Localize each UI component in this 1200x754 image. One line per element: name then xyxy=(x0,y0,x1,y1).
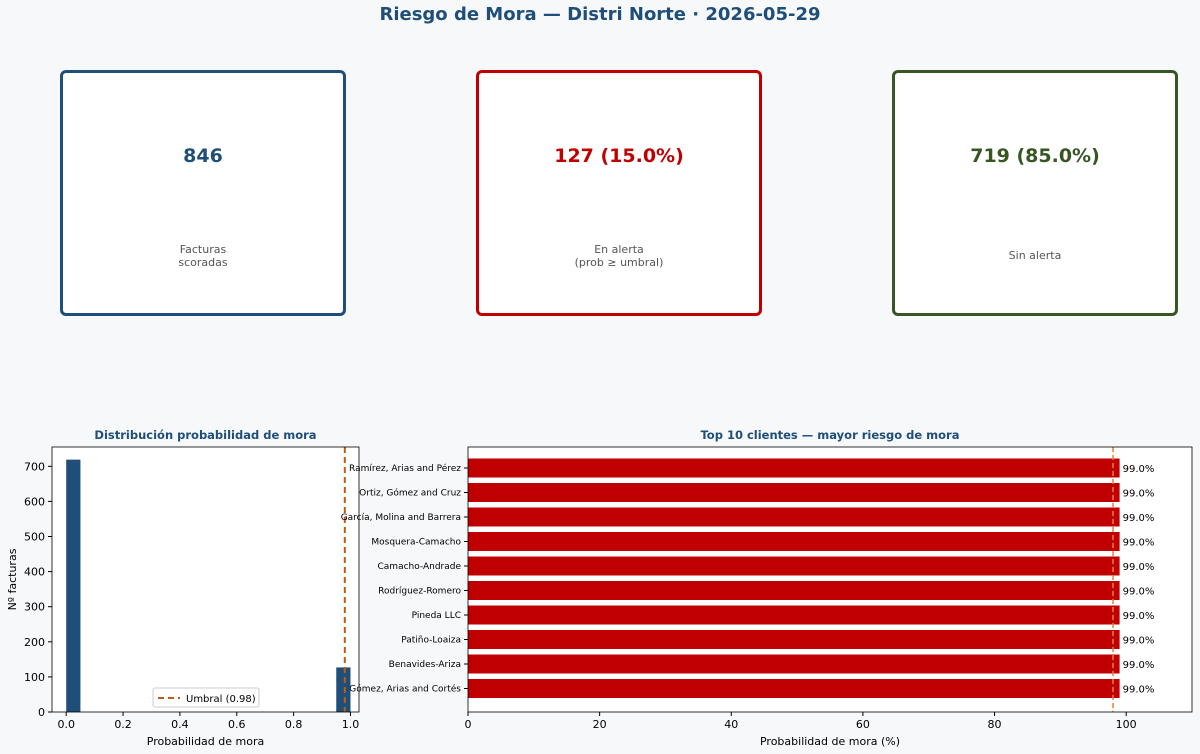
kpi-label: Sin alerta xyxy=(895,249,1175,262)
top10-bar xyxy=(468,507,1120,527)
top10-bar xyxy=(468,483,1120,502)
hist-plot-area xyxy=(52,447,359,712)
top10-bar xyxy=(468,556,1120,576)
top10-frame xyxy=(467,446,1193,713)
top10-value-label: 99.0% xyxy=(1123,611,1155,622)
kpi-value: 719 (85.0%) xyxy=(970,145,1100,167)
top10-bar xyxy=(468,630,1120,649)
top10-value-label: 99.0% xyxy=(1123,587,1155,598)
top10-value-label: 99.0% xyxy=(1123,464,1155,475)
top10-xtick-label: 40 xyxy=(724,718,738,731)
top10-bar xyxy=(468,679,1120,698)
legend-label: Umbral (0.98) xyxy=(186,694,256,705)
kpi-value: 846 xyxy=(183,145,223,167)
top10-value-label: 99.0% xyxy=(1123,562,1155,573)
top10-category-label: Ortiz, Gómez and Cruz xyxy=(359,488,461,499)
kpi-label-line: En alerta xyxy=(594,243,644,256)
top10-bar xyxy=(468,605,1120,625)
hist-xtick-label: 1.0 xyxy=(342,718,360,731)
hist-xtick-label: 0.8 xyxy=(285,718,303,731)
top10-value-label: 99.0% xyxy=(1123,489,1155,500)
top10-xtick-label: 60 xyxy=(856,718,870,731)
top10-xlabel: Probabilidad de mora (%) xyxy=(760,735,900,748)
kpi-card-sin-alerta: 719 (85.0%) Sin alerta xyxy=(892,70,1178,316)
top10-category-label: Mosquera-Camacho xyxy=(371,538,461,548)
hist-ytick-label: 200 xyxy=(24,636,45,649)
top10-category-label: Ramírez, Arias and Pérez xyxy=(349,463,461,474)
top10-category-label: Rodríguez-Romero xyxy=(378,587,461,597)
top10-value-label: 99.0% xyxy=(1123,538,1155,549)
hist-ytick-label: 300 xyxy=(24,601,45,614)
top10-bar xyxy=(468,532,1120,551)
kpi-label: Facturas scoradas xyxy=(63,243,343,269)
top10-xtick-label: 80 xyxy=(988,718,1002,731)
top10-xtick-label: 100 xyxy=(1116,718,1137,731)
top10-title: Top 10 clientes — mayor riesgo de mora xyxy=(700,428,959,442)
top10-category-label: Patiño-Loaiza xyxy=(401,636,461,646)
top10-category-label: Pineda LLC xyxy=(412,611,461,621)
top10-bar xyxy=(468,581,1120,600)
hist-ytick-label: 700 xyxy=(24,460,45,473)
top10-value-label: 99.0% xyxy=(1123,513,1155,524)
top10-category-label: García, Molina and Barrera xyxy=(341,513,461,523)
hist-xtick-label: 0.2 xyxy=(114,718,132,731)
top10-value-label: 99.0% xyxy=(1123,685,1155,696)
hist-bar xyxy=(66,459,81,712)
top10-xtick-label: 0 xyxy=(465,718,472,731)
kpi-card-alerta: 127 (15.0%) En alerta (prob ≥ umbral) xyxy=(476,70,762,316)
kpi-label-line: (prob ≥ umbral) xyxy=(574,256,664,269)
hist-xtick-label: 0.6 xyxy=(228,718,246,731)
hist-ytick-label: 600 xyxy=(24,495,45,508)
kpi-value: 127 (15.0%) xyxy=(554,145,684,167)
top10-value-label: 99.0% xyxy=(1123,636,1155,647)
hist-bar xyxy=(336,667,351,712)
hist-ytick-label: 400 xyxy=(24,566,45,579)
kpi-label-line: Facturas xyxy=(179,243,227,256)
kpi-label-line: Sin alerta xyxy=(1008,249,1062,262)
top10-category-label: Camacho-Andrade xyxy=(378,562,462,572)
hist-frame xyxy=(51,446,360,713)
hist-ytick-label: 500 xyxy=(24,531,45,544)
hist-ylabel: Nº facturas xyxy=(6,548,19,610)
top10-bar xyxy=(468,654,1120,674)
hist-ytick-label: 0 xyxy=(38,706,45,719)
hist-xtick-label: 0.0 xyxy=(57,718,75,731)
hist-title: Distribución probabilidad de mora xyxy=(94,428,316,442)
dashboard-title: Riesgo de Mora — Distri Norte · 2026-05-… xyxy=(379,4,821,25)
top10-xtick-label: 20 xyxy=(593,718,607,731)
top10-category-label: Benavides-Ariza xyxy=(389,660,461,670)
kpi-label-line: scoradas xyxy=(178,256,228,269)
top10-value-label: 99.0% xyxy=(1123,660,1155,671)
top10-category-label: Gómez, Arias and Cortés xyxy=(349,684,461,695)
hist-xlabel: Probabilidad de mora xyxy=(147,735,264,748)
kpi-label: En alerta (prob ≥ umbral) xyxy=(479,243,759,269)
hist-xtick-label: 0.4 xyxy=(171,718,189,731)
kpi-card-facturas: 846 Facturas scoradas xyxy=(60,70,346,316)
hist-ytick-label: 100 xyxy=(24,671,45,684)
top10-bar xyxy=(468,458,1120,478)
legend-box xyxy=(152,687,260,708)
